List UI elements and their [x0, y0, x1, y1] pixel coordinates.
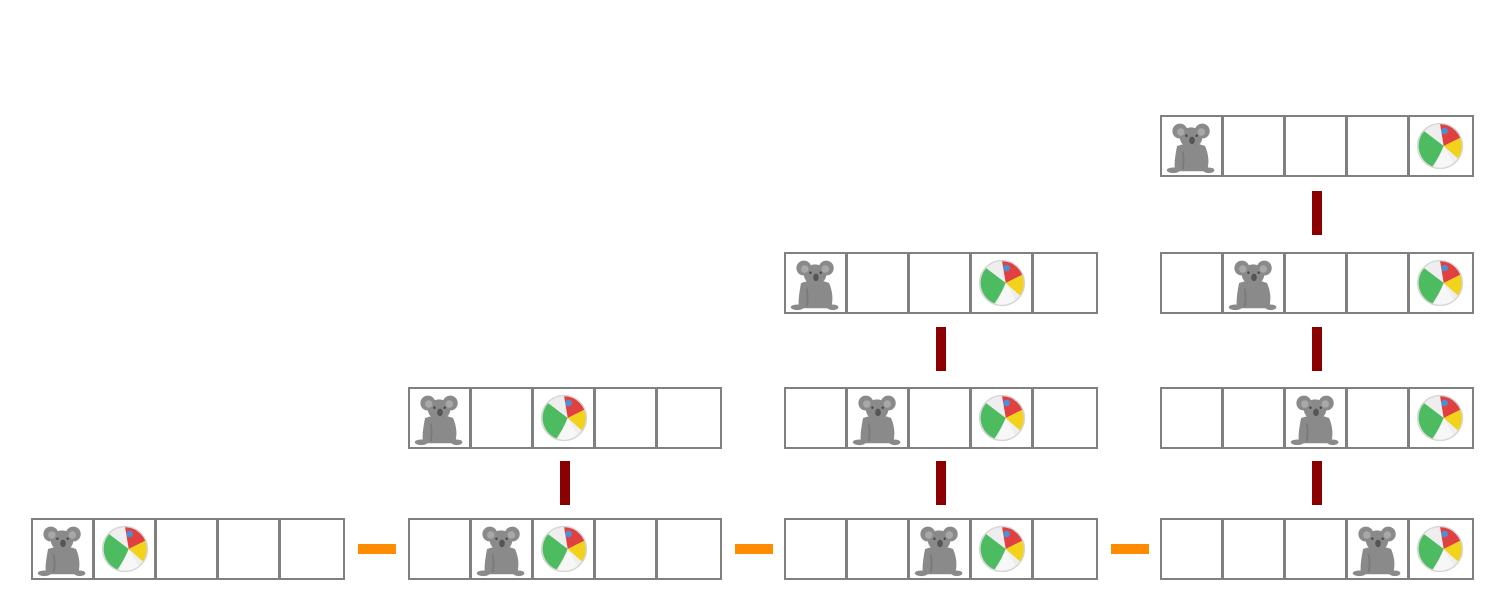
beach-ball-icon	[536, 521, 592, 577]
cell-strip	[1160, 518, 1474, 580]
grid-cell	[1345, 117, 1407, 175]
grid-cell	[1283, 520, 1345, 578]
grid-cell	[1407, 117, 1469, 175]
grid-cell	[410, 389, 469, 447]
grid-cell	[593, 520, 655, 578]
grid-cell	[1407, 520, 1469, 578]
cell-strip	[408, 387, 722, 449]
koala-icon	[35, 521, 91, 577]
grid-cell	[655, 389, 717, 447]
cell-strip	[31, 518, 345, 580]
vertical-connector	[936, 327, 946, 371]
cell-strip	[1160, 252, 1474, 314]
grid-cell	[655, 520, 717, 578]
grid-cell	[1162, 117, 1221, 175]
grid-cell	[1283, 389, 1345, 447]
beach-ball-icon	[974, 255, 1030, 311]
vertical-connector	[560, 461, 570, 505]
vertical-connector	[936, 461, 946, 505]
grid-cell	[845, 389, 907, 447]
beach-ball-icon	[97, 521, 153, 577]
horizontal-connector	[1111, 544, 1149, 554]
grid-cell	[1221, 520, 1283, 578]
koala-icon	[412, 390, 468, 446]
horizontal-connector	[358, 544, 396, 554]
grid-cell	[969, 520, 1031, 578]
grid-cell	[1345, 254, 1407, 312]
grid-cell	[1283, 117, 1345, 175]
grid-cell	[1221, 254, 1283, 312]
beach-ball-icon	[536, 390, 592, 446]
grid-cell	[1031, 520, 1093, 578]
grid-cell	[1162, 520, 1221, 578]
cell-strip	[1160, 115, 1474, 177]
grid-cell	[907, 254, 969, 312]
cell-strip	[784, 518, 1098, 580]
grid-cell	[1345, 389, 1407, 447]
grid-cell	[845, 254, 907, 312]
grid-cell	[278, 520, 340, 578]
grid-cell	[786, 520, 845, 578]
horizontal-connector	[735, 544, 773, 554]
grid-cell	[1283, 254, 1345, 312]
grid-cell	[33, 520, 92, 578]
vertical-connector	[1312, 461, 1322, 505]
cell-strip	[784, 387, 1098, 449]
cell-strip	[408, 518, 722, 580]
grid-cell	[531, 520, 593, 578]
koala-icon	[1164, 118, 1220, 174]
koala-icon	[788, 255, 844, 311]
grid-cell	[907, 520, 969, 578]
grid-cell	[593, 389, 655, 447]
vertical-connector	[1312, 191, 1322, 235]
grid-cell	[1162, 254, 1221, 312]
koala-icon	[912, 521, 968, 577]
cell-strip	[1160, 387, 1474, 449]
grid-cell	[1031, 389, 1093, 447]
grid-cell	[969, 389, 1031, 447]
grid-cell	[1162, 389, 1221, 447]
koala-icon	[1226, 255, 1282, 311]
koala-icon	[1350, 521, 1406, 577]
grid-cell	[469, 389, 531, 447]
beach-ball-icon	[1412, 118, 1468, 174]
grid-cell	[469, 520, 531, 578]
grid-cell	[154, 520, 216, 578]
koala-icon	[850, 390, 906, 446]
grid-cell	[216, 520, 278, 578]
grid-cell	[1407, 254, 1469, 312]
grid-cell	[92, 520, 154, 578]
beach-ball-icon	[1412, 390, 1468, 446]
grid-cell	[1031, 254, 1093, 312]
beach-ball-icon	[1412, 521, 1468, 577]
beach-ball-icon	[974, 390, 1030, 446]
beach-ball-icon	[1412, 255, 1468, 311]
beach-ball-icon	[974, 521, 1030, 577]
grid-cell	[1407, 389, 1469, 447]
vertical-connector	[1312, 327, 1322, 371]
grid-cell	[786, 389, 845, 447]
grid-cell	[1345, 520, 1407, 578]
koala-icon	[474, 521, 530, 577]
grid-cell	[786, 254, 845, 312]
grid-cell	[845, 520, 907, 578]
grid-cell	[1221, 117, 1283, 175]
grid-cell	[1221, 389, 1283, 447]
koala-icon	[1288, 390, 1344, 446]
grid-cell	[531, 389, 593, 447]
grid-cell	[410, 520, 469, 578]
grid-cell	[907, 389, 969, 447]
grid-cell	[969, 254, 1031, 312]
cell-strip	[784, 252, 1098, 314]
